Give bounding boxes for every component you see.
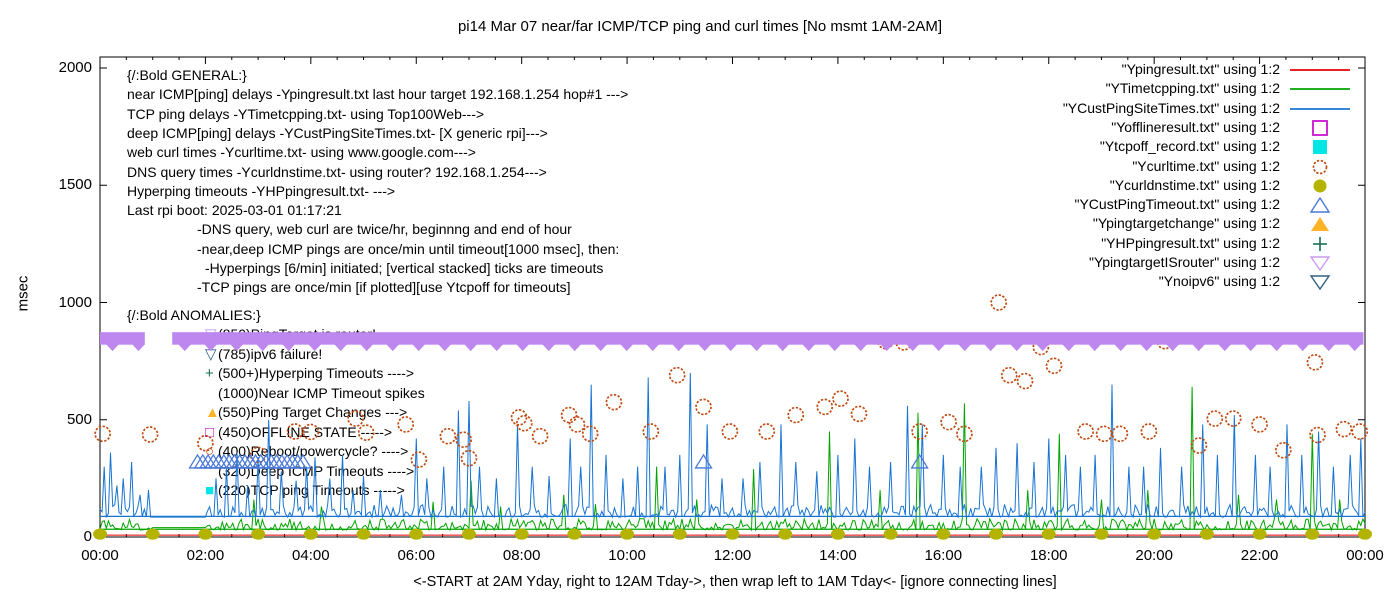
legend-label: "YTimetcpping.txt" using 1:2 [1105, 80, 1280, 97]
anomaly-text: (450)OFFLINE STATE -----> [218, 423, 393, 440]
y-tick-label: 2000 [58, 59, 92, 76]
x-tick-label: 06:00 [397, 547, 436, 564]
anomaly-annotation-line: {/:Bold ANOMALIES:} [127, 305, 261, 325]
anomaly-text: (550)Ping Target Changes ---> [218, 404, 408, 421]
legend-row: "Ypingresult.txt" using 1:2 [900, 61, 1360, 80]
anomaly-annotation-line: ▲(550)Ping Target Changes ---> [205, 402, 407, 423]
legend-row: "Ycurltime.txt" using 1:2 [900, 158, 1360, 177]
legend-label: "YCustPingSiteTimes.txt" using 1:2 [1062, 99, 1280, 116]
x-tick-label: 12:00 [713, 547, 752, 564]
anomaly-text: {/:Bold ANOMALIES:} [127, 307, 261, 323]
legend-marker-tri-dn-open [1309, 256, 1331, 271]
anomaly-glyph-spacer [205, 384, 218, 404]
legend-row: "YHPpingresult.txt" using 1:2 [900, 235, 1360, 254]
anomaly-text: (220)TCP ping Timeouts -----> [218, 482, 405, 499]
legend-marker-tri-up-open [1309, 197, 1331, 213]
x-tick-label: 14:00 [819, 547, 857, 564]
chart-title: pi14 Mar 07 near/far ICMP/TCP ping and c… [457, 18, 943, 35]
legend-label: "Ycurltime.txt" using 1:2 [1132, 157, 1280, 174]
anomaly-annotation-line: ▽(850)PingTarget is router! [205, 324, 376, 345]
x-tick-label: 00:00 [1346, 547, 1384, 564]
legend-row: "YCustPingSiteTimes.txt" using 1:2 [900, 100, 1360, 119]
anomaly-marker-glyph: ■ [205, 482, 215, 500]
anomaly-annotation-line: ■ (220)TCP ping Timeouts -----> [205, 480, 405, 501]
legend-row: "YpingtargetISrouter" using 1:2 [900, 254, 1360, 273]
anomaly-annotation-line: (320)Deep ICMP Timeouts ----> [205, 461, 414, 482]
legend-marker-circ-fill [1313, 179, 1327, 193]
legend-label: "YpingtargetISrouter" using 1:2 [1088, 254, 1280, 270]
x-tick-label: 02:00 [186, 547, 225, 564]
x-tick-label: 10:00 [608, 547, 646, 564]
anomaly-text: (1000)Near ICMP Timeout spikes [218, 384, 425, 401]
anomaly-glyph-spacer [205, 462, 218, 482]
x-tick-label: 18:00 [1029, 547, 1068, 564]
anomaly-text: (320)Deep ICMP Timeouts ----> [218, 462, 415, 479]
legend-label: "Yofflineresult.txt" using 1:2 [1111, 118, 1280, 135]
legend-label: "Ypingtargetchange" using 1:2 [1092, 215, 1280, 232]
legend-marker-line [1290, 69, 1350, 71]
legend-marker-sq-open [1312, 119, 1328, 136]
x-tick-label: 20:00 [1135, 547, 1173, 564]
anomaly-marker-glyph: ▽ [205, 345, 217, 363]
legend-row: "YTimetcpping.txt" using 1:2 [900, 80, 1360, 99]
anomaly-marker-glyph: ▽ [205, 326, 217, 344]
x-tick-label: 00:00 [81, 547, 119, 564]
anomaly-annotation-line: ○ (400)Reboot/powercycle? ----> [205, 441, 408, 462]
x-axis-label: <-START at 2AM Yday, right to 12AM Tday-… [413, 574, 1057, 590]
x-tick-label: 08:00 [502, 547, 541, 564]
x-tick-label: 22:00 [1240, 547, 1279, 564]
legend-row: "YCustPingTimeout.txt" using 1:2 [900, 196, 1360, 215]
anomaly-text: (500+)Hyperping Timeouts ----> [218, 365, 415, 382]
y-tick-label: 500 [66, 410, 92, 428]
anomaly-text: (400)Reboot/powercycle? ----> [218, 443, 409, 460]
legend-row: "Ycurldnstime.txt" using 1:2 [900, 177, 1360, 196]
anomaly-marker-glyph: ▲ [205, 404, 220, 422]
legend-label: "Ynoipv6" using 1:2 [1158, 273, 1280, 290]
anomaly-marker-glyph: □ [205, 423, 215, 441]
legend-marker-tri-up-fill [1311, 217, 1329, 232]
legend-row: "Ytcpoff_record.txt" using 1:2 [900, 138, 1360, 157]
legend-marker-line [1290, 107, 1350, 110]
legend-label: "YHPpingresult.txt" using 1:2 [1101, 234, 1280, 251]
legend-label: "YCustPingTimeout.txt" using 1:2 [1074, 196, 1280, 213]
legend-label: "Ycurldnstime.txt" using 1:2 [1109, 176, 1280, 193]
y-tick-label: 1000 [58, 293, 92, 311]
legend-marker-circ-open [1312, 159, 1328, 174]
anomaly-marker-glyph: ○ [205, 443, 215, 461]
legend-label: "Ytcpoff_record.txt" using 1:2 [1099, 138, 1280, 155]
anomaly-text: (850)PingTarget is router! [218, 326, 376, 343]
legend-marker-tri-dn-open [1309, 275, 1331, 291]
anomaly-annotation-line: □ (450)OFFLINE STATE -----> [205, 422, 392, 443]
legend-row: "Yofflineresult.txt" using 1:2 [900, 119, 1360, 138]
anomaly-annotation-line: (1000)Near ICMP Timeout spikes [205, 383, 425, 404]
anomaly-annotation-line: ▽(785)ipv6 failure! [205, 344, 322, 365]
legend-row: "Ypingtargetchange" using 1:2 [900, 215, 1360, 234]
x-tick-label: 04:00 [292, 547, 330, 564]
legend-marker-sq-fill [1313, 140, 1327, 155]
legend-marker-plus [1313, 236, 1327, 251]
x-tick-label: 16:00 [924, 547, 963, 564]
legend-marker-line [1290, 88, 1350, 91]
y-tick-label: 1500 [58, 176, 92, 194]
anomaly-annotation-line: + (500+)Hyperping Timeouts ----> [205, 363, 414, 384]
anomaly-text: (785)ipv6 failure! [218, 345, 323, 362]
legend-row: "Ynoipv6" using 1:2 [900, 273, 1360, 292]
legend-label: "Ypingresult.txt" using 1:2 [1121, 61, 1280, 77]
anomaly-marker-glyph: + [205, 365, 214, 383]
y-tick-label: 0 [83, 528, 92, 545]
